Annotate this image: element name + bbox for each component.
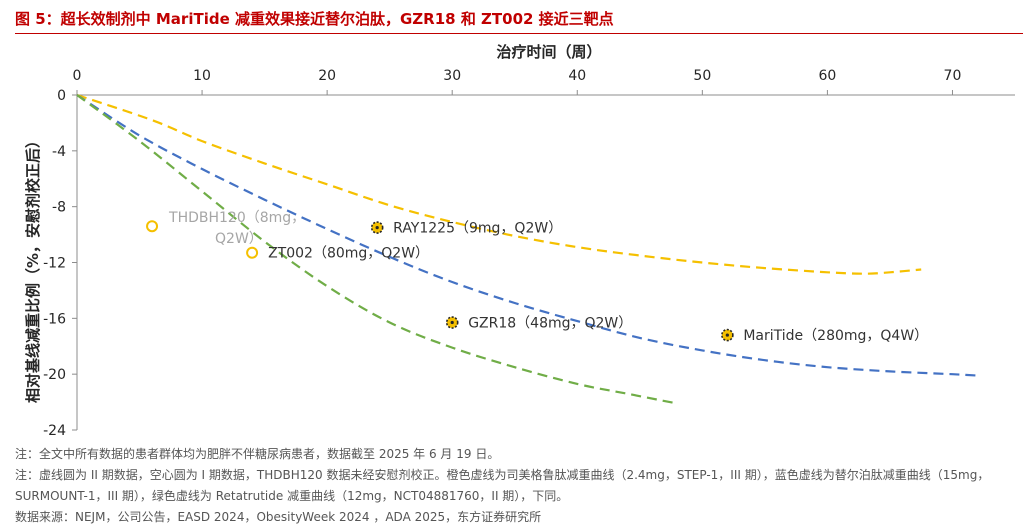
y-tick-label: -12 [43, 256, 66, 272]
y-tick-label: -20 [43, 367, 66, 383]
note-legend: 注：虚线圆为 II 期数据，空心圆为 I 期数据，THDBH120 数据未经安慰… [15, 468, 990, 503]
point-maritide-label: MariTide（280mg，Q4W） [743, 328, 928, 344]
y-tick-label: 0 [57, 88, 66, 104]
y-axis-title: 相对基线减重比例（%，安慰剂校正后） [24, 133, 42, 403]
x-tick-label: 70 [944, 68, 962, 84]
x-tick-label: 0 [73, 68, 82, 84]
x-tick-label: 30 [443, 68, 461, 84]
x-tick-label: 10 [193, 68, 211, 84]
note-source: 数据来源：NEJM，公司公告，EASD 2024，ObesityWeek 202… [15, 510, 542, 524]
point-thdbh120-label-line: THDBH120（8mg， [168, 210, 305, 226]
figure-title: 图 5：超长效制剂中 MariTide 减重效果接近替尔泊肽，GZR18 和 Z… [15, 10, 614, 28]
notes: 注：全文中所有数据的患者群体均为肥胖不伴糖尿病患者，数据截至 2025 年 6 … [15, 444, 1020, 528]
x-axis-title: 治疗时间（周） [496, 43, 601, 61]
x-tick-label: 40 [568, 68, 586, 84]
y-tick-label: -4 [52, 144, 66, 160]
y-tick-label: -24 [43, 423, 66, 439]
point-zt002-label: ZT002（80mg，Q2W） [268, 246, 429, 262]
y-tick-label: -16 [43, 311, 66, 327]
note-population: 注：全文中所有数据的患者群体均为肥胖不伴糖尿病患者，数据截至 2025 年 6 … [15, 447, 500, 461]
point-thdbh120-marker [146, 220, 159, 233]
point-ray1225-marker-center [375, 226, 379, 230]
x-tick-label: 60 [818, 68, 836, 84]
point-thdbh120-label-line: Q2W） [215, 231, 263, 247]
title-rule [15, 33, 1023, 34]
point-ray1225-label: RAY1225（9mg，Q2W） [393, 221, 562, 237]
y-tick-label: -8 [52, 200, 66, 216]
x-tick-label: 50 [693, 68, 711, 84]
tirzepatide-curve [76, 94, 978, 377]
point-zt002-marker [246, 246, 259, 259]
semaglutide-curve [76, 93, 922, 275]
x-tick-label: 20 [318, 68, 336, 84]
point-gzr18-label: GZR18（48mg，Q2W） [468, 316, 632, 332]
point-gzr18-marker-center [450, 320, 454, 325]
weight-loss-chart: 治疗时间（周） 相对基线减重比例（%，安慰剂校正后） 0 10 20 30 40 50 60… [24, 43, 1015, 439]
point-maritide-marker-center [725, 333, 729, 337]
retatrutide-curve [76, 94, 678, 405]
